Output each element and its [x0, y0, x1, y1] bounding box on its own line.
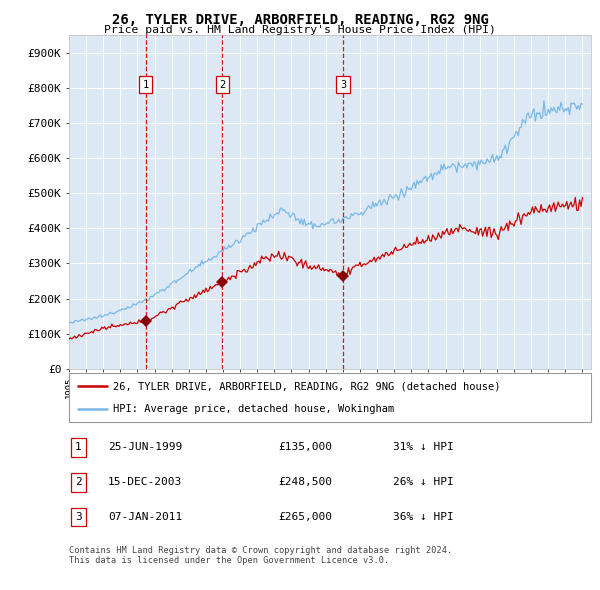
Text: 26, TYLER DRIVE, ARBORFIELD, READING, RG2 9NG: 26, TYLER DRIVE, ARBORFIELD, READING, RG… [112, 13, 488, 27]
Text: £248,500: £248,500 [278, 477, 332, 487]
Text: 26% ↓ HPI: 26% ↓ HPI [392, 477, 454, 487]
Text: 3: 3 [340, 80, 346, 90]
Text: £265,000: £265,000 [278, 512, 332, 522]
Text: 1: 1 [75, 442, 82, 453]
Text: 07-JAN-2011: 07-JAN-2011 [108, 512, 182, 522]
Text: Contains HM Land Registry data © Crown copyright and database right 2024.
This d: Contains HM Land Registry data © Crown c… [69, 546, 452, 565]
Text: 3: 3 [75, 512, 82, 522]
Text: £135,000: £135,000 [278, 442, 332, 453]
Text: 25-JUN-1999: 25-JUN-1999 [108, 442, 182, 453]
Text: 15-DEC-2003: 15-DEC-2003 [108, 477, 182, 487]
Text: 31% ↓ HPI: 31% ↓ HPI [392, 442, 454, 453]
Text: Price paid vs. HM Land Registry's House Price Index (HPI): Price paid vs. HM Land Registry's House … [104, 25, 496, 35]
Text: 2: 2 [219, 80, 226, 90]
FancyBboxPatch shape [69, 373, 591, 422]
Text: 1: 1 [143, 80, 149, 90]
Text: 2: 2 [75, 477, 82, 487]
Text: 26, TYLER DRIVE, ARBORFIELD, READING, RG2 9NG (detached house): 26, TYLER DRIVE, ARBORFIELD, READING, RG… [113, 381, 501, 391]
Text: 36% ↓ HPI: 36% ↓ HPI [392, 512, 454, 522]
Text: HPI: Average price, detached house, Wokingham: HPI: Average price, detached house, Woki… [113, 404, 395, 414]
